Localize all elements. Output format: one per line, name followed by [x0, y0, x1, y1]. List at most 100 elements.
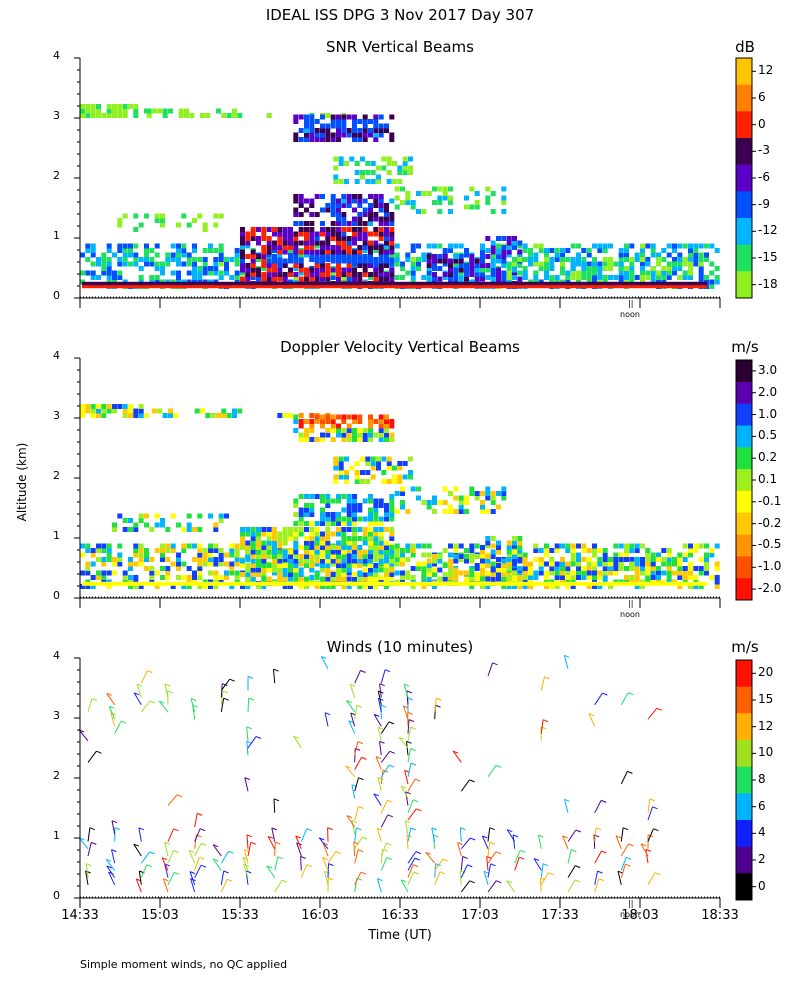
snr-cell [80, 252, 85, 258]
velocity-cell [608, 570, 613, 576]
velocity-cell [232, 408, 237, 414]
snr-cell [618, 275, 624, 280]
snr-cell [426, 270, 432, 276]
velocity-cell [357, 437, 363, 442]
snr-cell [533, 243, 539, 249]
snr-cell [336, 227, 341, 232]
snr-cell [293, 114, 299, 120]
snr-cell [544, 270, 549, 276]
colorbar-swatch [736, 578, 752, 601]
wind-barb-flag [386, 857, 392, 860]
snr-panel-title: SNR Vertical Beams [326, 38, 474, 56]
snr-cell [341, 240, 347, 246]
snr-cell [336, 207, 341, 213]
snr-cell [186, 222, 192, 228]
wind-barb [460, 856, 464, 871]
velocity-cell [538, 566, 544, 571]
wind-barb-flag [273, 668, 279, 672]
velocity-cell [325, 419, 331, 424]
snr-cell [570, 243, 576, 249]
velocity-cell [357, 576, 363, 582]
wind-barb [487, 863, 492, 878]
snr-cell [293, 240, 299, 246]
velocity-cell [554, 561, 560, 567]
wind-barb-flag [544, 676, 550, 680]
velocity-cell [90, 561, 96, 567]
snr-cell [698, 257, 704, 262]
snr-cell [200, 113, 205, 118]
wind-barb [460, 779, 470, 792]
snr-cell [357, 272, 363, 277]
snr-cell [357, 132, 363, 138]
snr-cell [277, 252, 283, 258]
velocity-cell [272, 531, 277, 537]
velocity-cell [138, 584, 144, 589]
wind-barb-flag [346, 700, 352, 704]
snr-cell [432, 200, 437, 205]
velocity-cell [378, 521, 384, 526]
velocity-cell [453, 558, 459, 564]
snr-cell [346, 249, 352, 255]
wind-barb [400, 879, 409, 893]
snr-cell [154, 275, 160, 280]
velocity-cell [96, 575, 101, 580]
wind-barb [158, 700, 169, 713]
snr-cell [357, 216, 363, 222]
velocity-cell [373, 584, 379, 589]
snr-cell [314, 263, 320, 268]
snr-cell [208, 243, 213, 249]
snr-cell [453, 267, 459, 273]
snr-cell [330, 270, 336, 276]
snr-cell [362, 114, 368, 120]
snr-cell [490, 249, 496, 255]
snr-unit-label: dB [735, 38, 755, 56]
wind-barb [300, 864, 308, 878]
snr-cell [336, 276, 341, 282]
snr-cell [501, 200, 507, 205]
velocity-cell [560, 543, 565, 549]
velocity-cell [506, 575, 512, 580]
velocity-cell [341, 527, 347, 532]
snr-cell [384, 258, 389, 264]
snr-cell [704, 252, 709, 258]
velocity-cell [336, 516, 341, 522]
velocity-cell [208, 570, 213, 576]
velocity-cell [464, 570, 469, 576]
snr-cell [181, 248, 187, 253]
velocity-cell [336, 494, 341, 499]
velocity-cell [384, 567, 389, 573]
snr-cell [346, 114, 352, 120]
wind-barb-flag [244, 777, 250, 781]
snr-cell [357, 276, 363, 282]
snr-cell [90, 252, 96, 258]
velocity-cell [554, 548, 560, 553]
velocity-cell [346, 432, 352, 438]
snr-cell [330, 137, 336, 142]
velocity-cell [405, 575, 411, 580]
velocity-cell [320, 521, 325, 526]
snr-cell [661, 270, 667, 276]
velocity-cell [346, 437, 352, 442]
velocity-cell [554, 584, 560, 589]
snr-cell [362, 198, 368, 204]
wind-barb [135, 878, 142, 893]
velocity-cell [245, 563, 251, 568]
snr-cell [560, 266, 565, 271]
wind-barb [243, 864, 249, 878]
snr-cell [298, 276, 304, 282]
snr-cell [640, 257, 645, 262]
velocity-cell [682, 552, 688, 558]
velocity-cell [597, 557, 603, 562]
wind-barb [273, 669, 276, 684]
velocity-cell [293, 414, 299, 420]
velocity-cell [517, 548, 523, 553]
snr-cell [512, 245, 517, 250]
velocity-cell [325, 549, 331, 555]
snr-cell [336, 249, 341, 255]
snr-cell [469, 272, 475, 277]
snr-cell [117, 222, 123, 228]
velocity-cell [325, 567, 331, 573]
snr-cell [90, 104, 96, 109]
velocity-cell [485, 536, 491, 541]
snr-cell [554, 275, 560, 280]
